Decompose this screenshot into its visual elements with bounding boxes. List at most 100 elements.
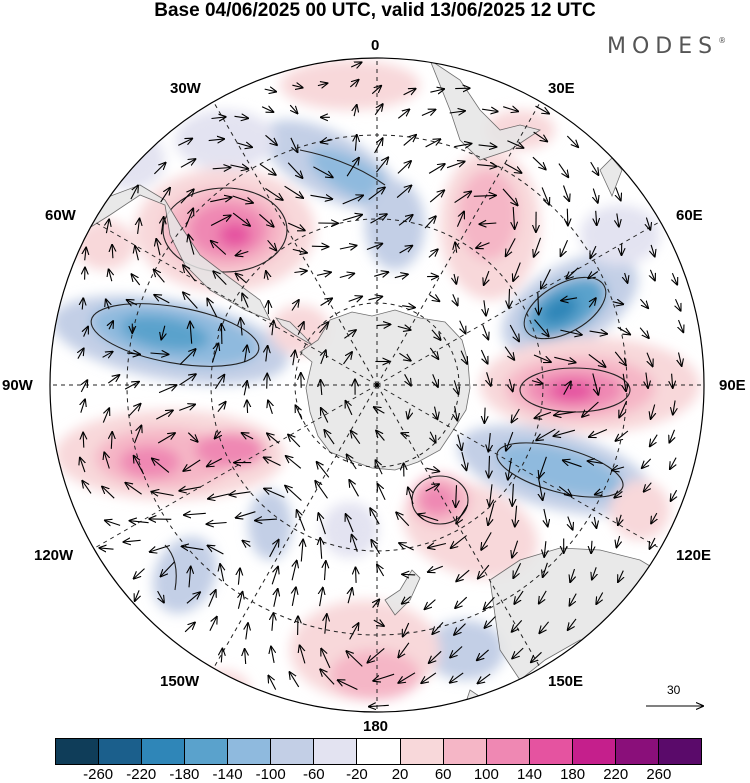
positive-anomaly <box>280 60 420 110</box>
wind-vector <box>421 672 437 683</box>
wind-vector <box>429 347 438 359</box>
wind-vector <box>348 297 362 302</box>
wind-vector <box>161 217 163 235</box>
wind-vector <box>243 541 251 547</box>
wind-vector <box>428 565 443 572</box>
wind-vector <box>265 134 278 145</box>
meridian-line <box>376 221 661 386</box>
wind-vector <box>561 239 569 256</box>
wind-vector <box>107 375 119 384</box>
wind-vector <box>106 219 109 234</box>
wind-vector <box>568 618 577 630</box>
wind-vector <box>130 186 138 200</box>
wind-vector <box>616 187 621 200</box>
wind-vector <box>614 351 626 365</box>
wind-vector <box>368 297 383 300</box>
wind-vector <box>672 373 673 388</box>
wind-vector <box>374 138 383 154</box>
negative-anomaly <box>309 148 391 202</box>
wind-vector <box>152 492 174 496</box>
wind-vector <box>244 381 247 396</box>
colorbar-tick-label: 140 <box>516 766 542 783</box>
wind-vector <box>589 298 596 308</box>
lon-label-90e: 90E <box>719 377 746 394</box>
wind-vector <box>291 300 299 311</box>
wind-vector <box>267 239 277 250</box>
wind-vector <box>563 382 571 395</box>
wind-vector <box>214 375 224 389</box>
wind-vector <box>346 651 363 667</box>
colorbar-tick-label: 220 <box>603 766 629 783</box>
positive-anomaly <box>75 220 135 270</box>
wind-vector <box>346 514 354 533</box>
wind-vector <box>317 462 330 478</box>
colorbar-tick-label: -140 <box>212 766 243 783</box>
negative-anomaly <box>580 205 660 265</box>
wind-vector <box>428 164 445 174</box>
wind-vector <box>669 429 674 443</box>
wind-vector <box>246 623 248 640</box>
wind-vector <box>124 382 139 390</box>
wind-vector <box>397 109 409 119</box>
wind-vector <box>339 274 354 278</box>
wind-vector <box>679 319 684 332</box>
wind-vector <box>259 163 276 175</box>
wind-vector <box>456 569 470 581</box>
colorbar-segment <box>529 739 573 764</box>
negative-anomaly <box>248 490 292 560</box>
wind-vector <box>266 346 268 362</box>
wind-vector <box>343 352 353 365</box>
wind-vector <box>478 145 497 147</box>
wind-vector <box>78 348 84 359</box>
wind-vector <box>431 329 441 340</box>
wind-vector <box>371 540 381 555</box>
wind-vector <box>267 374 268 389</box>
wind-vector <box>651 512 657 523</box>
reference-vector-label: 30 <box>667 683 681 697</box>
wind-vector <box>125 483 142 495</box>
wind-vector <box>507 140 523 148</box>
wind-vector <box>158 385 176 394</box>
wind-vector <box>261 107 273 112</box>
wind-vector <box>455 596 468 608</box>
wind-vector <box>532 156 546 169</box>
wind-vector <box>320 588 323 607</box>
wind-vector <box>245 649 246 665</box>
wind-vector <box>236 143 252 147</box>
wind-vector <box>179 405 195 411</box>
wind-vector <box>399 352 410 360</box>
wind-vector <box>539 456 547 478</box>
colorbar-tick-label: 100 <box>473 766 499 783</box>
wind-vector <box>352 535 358 552</box>
wind-vector <box>187 432 197 442</box>
wind-vector <box>271 647 274 664</box>
wind-vector <box>344 330 355 339</box>
wind-vector <box>403 135 416 146</box>
wind-vector <box>316 272 331 275</box>
wind-vector <box>134 456 145 475</box>
wind-vector <box>325 561 326 581</box>
wind-vector <box>478 564 490 579</box>
wind-vector <box>104 452 109 469</box>
meridian-line <box>376 384 541 669</box>
wind-vector <box>207 523 227 525</box>
wind-vector <box>132 274 141 286</box>
colorbar-tick-label: -100 <box>255 766 286 783</box>
wind-vector <box>558 163 568 178</box>
wind-vector <box>644 482 652 492</box>
wind-vector <box>111 432 112 449</box>
wind-vector <box>349 80 358 88</box>
wind-vector <box>184 623 195 633</box>
wind-vector <box>272 613 274 631</box>
wind-vector <box>287 222 305 230</box>
wind-vector <box>232 195 253 203</box>
wind-vector <box>99 548 114 549</box>
wind-vector <box>377 565 385 577</box>
lon-label-120w: 120W <box>34 547 74 564</box>
colorbar-tick-label: 20 <box>391 766 409 783</box>
wind-vector <box>274 589 278 607</box>
wind-vector <box>350 62 361 67</box>
negative-anomaly <box>95 130 165 190</box>
wind-vector <box>102 487 115 499</box>
wind-vector <box>321 408 329 423</box>
